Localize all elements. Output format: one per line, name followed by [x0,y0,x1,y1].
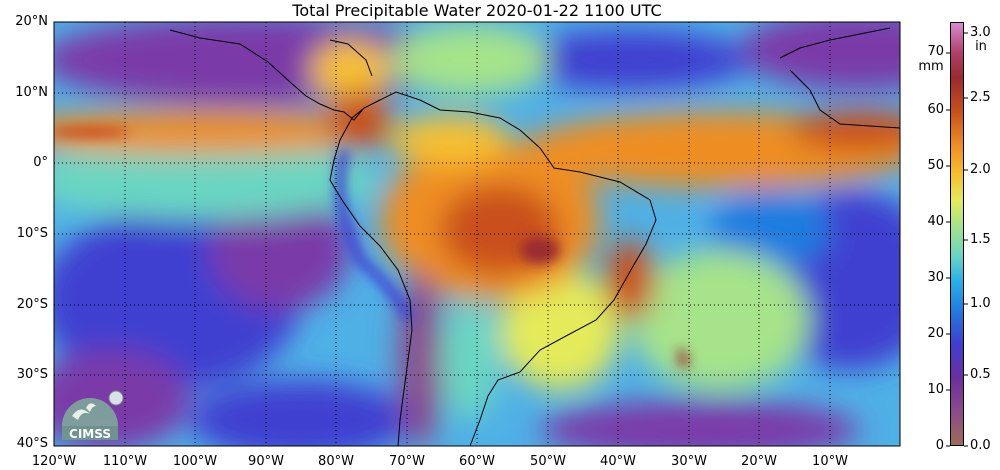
colorbar-in-tick: 3.0 [970,25,991,40]
lat-label-0: 0° [33,155,48,170]
colorbar-in-tick: 1.0 [970,296,991,311]
colorbar-in-tick: 2.0 [970,162,991,177]
lon-label-70w: 70°W [389,454,425,469]
map-title: Total Precipitable Water 2020-01-22 1100… [292,1,662,20]
lon-label-30w: 30°W [671,454,707,469]
lat-label-20n: 20°N [15,14,48,29]
colorbar-mm-tick: 70 [927,44,944,59]
lat-label-20s: 20°S [16,297,48,312]
colorbar-mm-tick: 60 [927,102,944,117]
lat-label-10n: 10°N [15,85,48,100]
colorbar-in-tick: 2.5 [970,90,991,105]
lon-label-120w: 120°W [31,454,77,469]
lon-label-10w: 10°W [812,454,848,469]
lon-label-50w: 50°W [530,454,566,469]
colorbar-mm-tick: 40 [927,214,944,229]
colorbar-in-tick: 0.5 [970,367,991,382]
cimss-logo-text: CIMSS [69,427,111,441]
colorbar [950,22,964,446]
graticule [54,22,900,446]
colorbar-mm-tick: 50 [927,158,944,173]
colorbar-unit-in: in [975,39,987,54]
lon-label-100w: 100°W [172,454,218,469]
cimss-logo: CIMSS [62,390,124,441]
lon-label-40w: 40°W [600,454,636,469]
lat-label-10s: 10°S [16,226,48,241]
map-frame [53,21,901,447]
lon-label-110w: 110°W [102,454,148,469]
lon-label-60w: 60°W [459,454,495,469]
colorbar-mm-tick: 20 [927,326,944,341]
colorbar-ticks [946,32,968,447]
colorbar-mm-tick: 0 [935,438,944,453]
colorbar-mm-tick: 10 [927,382,944,397]
lat-label-40s: 40°S [16,436,48,451]
lon-label-80w: 80°W [318,454,354,469]
lon-label-20w: 20°W [741,454,777,469]
lon-label-90w: 90°W [248,454,284,469]
colorbar-unit-mm: mm [918,59,944,74]
colorbar-in-tick: 1.5 [970,232,991,247]
colorbar-in-tick: 0.0 [970,438,991,453]
lat-label-30s: 30°S [16,367,48,382]
colorbar-mm-tick: 30 [927,270,944,285]
coastlines [169,27,900,446]
